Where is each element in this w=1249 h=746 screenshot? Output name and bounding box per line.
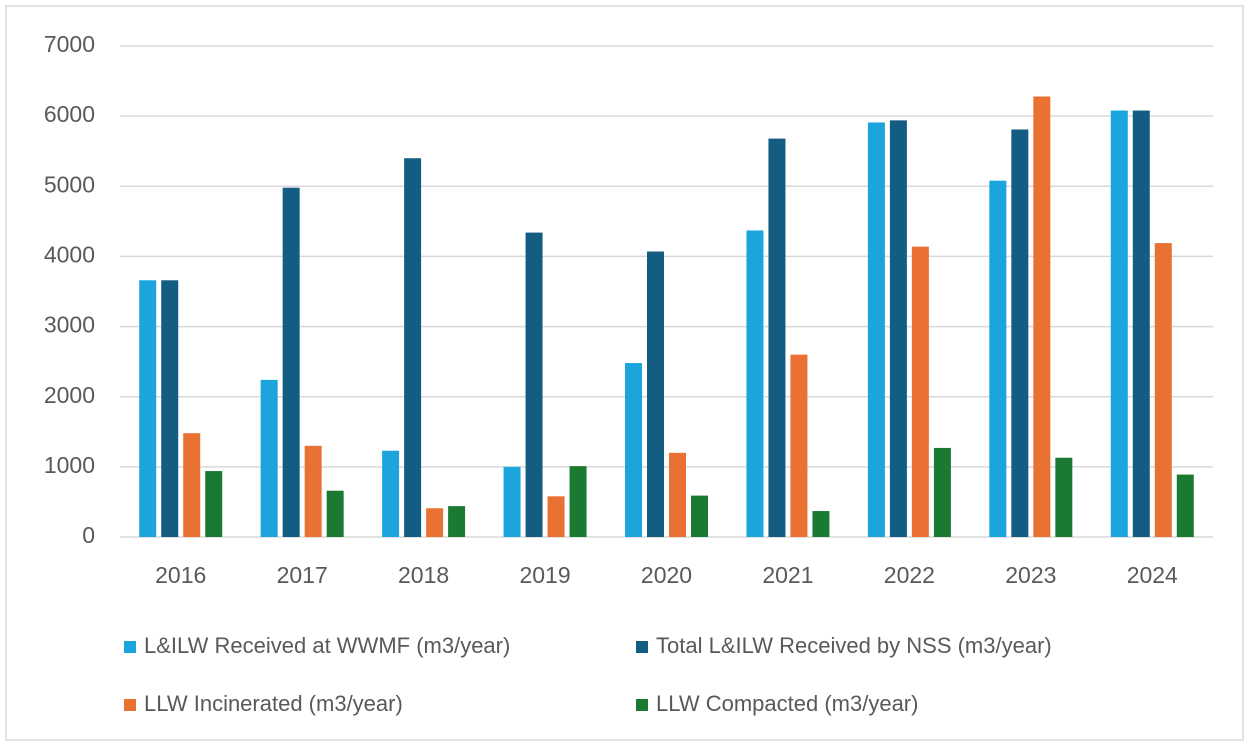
legend-label: LLW Incinerated (m3/year) (144, 691, 403, 716)
bar (205, 471, 223, 537)
x-tick-label: 2020 (641, 562, 692, 588)
bar (1011, 129, 1029, 537)
bar (1176, 474, 1194, 537)
bar (790, 354, 808, 537)
bar (448, 506, 466, 537)
x-tick-label: 2016 (155, 562, 206, 588)
legend-swatch (124, 699, 136, 711)
bar (503, 466, 521, 537)
bar (768, 138, 786, 538)
bar (282, 187, 300, 537)
bar (989, 180, 1007, 537)
bar (889, 120, 907, 537)
legend-swatch (636, 699, 648, 711)
bar (691, 495, 708, 537)
bar (647, 251, 664, 538)
bar (382, 450, 400, 537)
bar (260, 379, 278, 537)
legend-swatch (124, 641, 136, 653)
bar (304, 445, 322, 537)
x-tick-label: 2017 (277, 562, 328, 588)
y-tick-label: 6000 (44, 101, 95, 127)
bar (547, 496, 565, 537)
bar (669, 452, 686, 537)
bar (1132, 110, 1150, 537)
bar (404, 158, 422, 537)
legend-label: L&ILW Received at WWMF (m3/year) (144, 633, 510, 658)
y-tick-label: 1000 (44, 452, 95, 478)
bar (867, 122, 885, 537)
bar (1055, 457, 1073, 537)
bar (139, 280, 157, 537)
y-tick-label: 4000 (44, 242, 95, 268)
x-tick-label: 2021 (762, 562, 813, 588)
bar (625, 363, 642, 537)
bar (1033, 96, 1051, 537)
y-tick-label: 5000 (44, 171, 95, 197)
legend-label: Total L&ILW Received by NSS (m3/year) (656, 633, 1052, 658)
bar (161, 280, 179, 537)
bar (933, 447, 951, 537)
bar (911, 246, 929, 537)
y-tick-label: 2000 (44, 382, 95, 408)
bar (326, 490, 344, 537)
bar (426, 508, 444, 537)
bar (1154, 243, 1172, 537)
y-tick-label: 0 (82, 522, 95, 548)
bar (1110, 110, 1128, 537)
bar (569, 466, 587, 537)
x-tick-label: 2019 (519, 562, 570, 588)
bar (812, 511, 830, 537)
x-tick-label: 2022 (884, 562, 935, 588)
x-tick-label: 2024 (1127, 562, 1178, 588)
x-tick-label: 2018 (398, 562, 449, 588)
y-tick-label: 7000 (44, 31, 95, 57)
y-tick-label: 3000 (44, 312, 95, 338)
bar (183, 433, 201, 537)
legend-label: LLW Compacted (m3/year) (656, 691, 918, 716)
x-tick-label: 2023 (1005, 562, 1056, 588)
bar (746, 230, 764, 537)
legend-swatch (636, 641, 648, 653)
bar (525, 232, 543, 537)
